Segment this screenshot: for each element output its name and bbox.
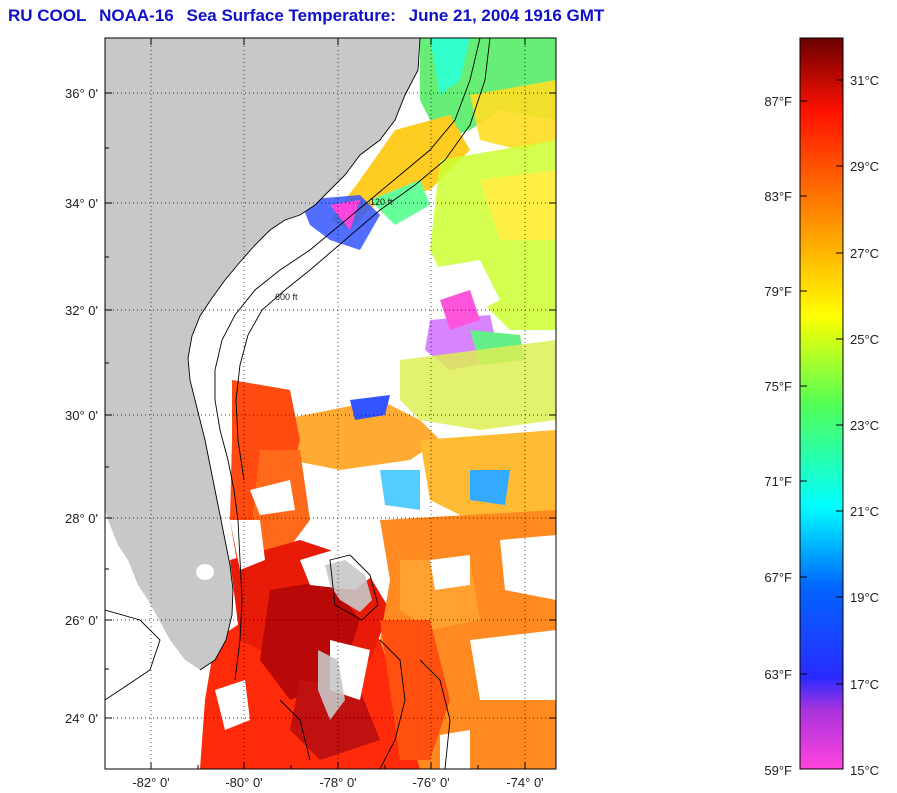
lat-label: 32° 0' (65, 303, 98, 318)
c-label: 25°C (850, 332, 879, 347)
title-org: RU COOL (8, 6, 87, 25)
longitude-labels: -82° 0' -80° 0' -78° 0' -76° 0' -74° 0' (132, 775, 543, 790)
c-label: 21°C (850, 504, 879, 519)
map-ticks (105, 38, 556, 769)
colorbar (799, 37, 844, 770)
colorbar-celsius-labels: 31°C 29°C 27°C 25°C 23°C 21°C 19°C 17°C … (850, 73, 879, 778)
title-satellite: NOAA-16 (99, 6, 174, 25)
c-label: 17°C (850, 677, 879, 692)
f-label: 79°F (764, 284, 792, 299)
map-title: RU COOL NOAA-16 Sea Surface Temperature:… (8, 6, 612, 26)
lat-label: 24° 0' (65, 711, 98, 726)
map-frame (104, 37, 557, 770)
bahamas-islands (325, 560, 372, 612)
f-label: 75°F (764, 379, 792, 394)
colorbar-ticks (800, 79, 843, 685)
lat-label: 34° 0' (65, 196, 98, 211)
c-label: 23°C (850, 418, 879, 433)
f-label: 71°F (764, 474, 792, 489)
land-mass (105, 38, 420, 670)
lat-label: 30° 0' (65, 408, 98, 423)
f-label: 83°F (764, 189, 792, 204)
map-panel: 120 ft 600 ft (105, 38, 556, 769)
c-label: 15°C (850, 763, 879, 778)
lon-label: -74° 0' (506, 775, 543, 790)
gulf-cloud (105, 610, 200, 705)
c-label: 31°C (850, 73, 879, 88)
title-product: Sea Surface Temperature: (186, 6, 396, 25)
lake-okeechobee (196, 564, 214, 580)
depth-contours (105, 38, 491, 769)
lat-label: 26° 0' (65, 613, 98, 628)
f-label: 63°F (764, 667, 792, 682)
f-label: 67°F (764, 570, 792, 585)
lat-label: 36° 0' (65, 86, 98, 101)
contour-label-120: 120 ft (370, 197, 393, 207)
contour-label-600: 600 ft (275, 292, 298, 302)
title-datetime: June 21, 2004 1916 GMT (408, 6, 605, 25)
latitude-labels: 36° 0' 34° 0' 32° 0' 30° 0' 28° 0' 26° 0… (65, 86, 98, 726)
lon-label: -82° 0' (132, 775, 169, 790)
c-label: 19°C (850, 590, 879, 605)
colorbar-fahrenheit-labels: 87°F 83°F 79°F 75°F 71°F 67°F 63°F 59°F (764, 94, 792, 778)
f-label: 59°F (764, 763, 792, 778)
lat-label: 28° 0' (65, 511, 98, 526)
lon-label: -80° 0' (225, 775, 262, 790)
c-label: 29°C (850, 159, 879, 174)
lon-label: -76° 0' (412, 775, 449, 790)
lon-label: -78° 0' (319, 775, 356, 790)
f-label: 87°F (764, 94, 792, 109)
c-label: 27°C (850, 246, 879, 261)
sst-field (200, 38, 556, 769)
contour-labels: 120 ft 600 ft (275, 197, 393, 302)
